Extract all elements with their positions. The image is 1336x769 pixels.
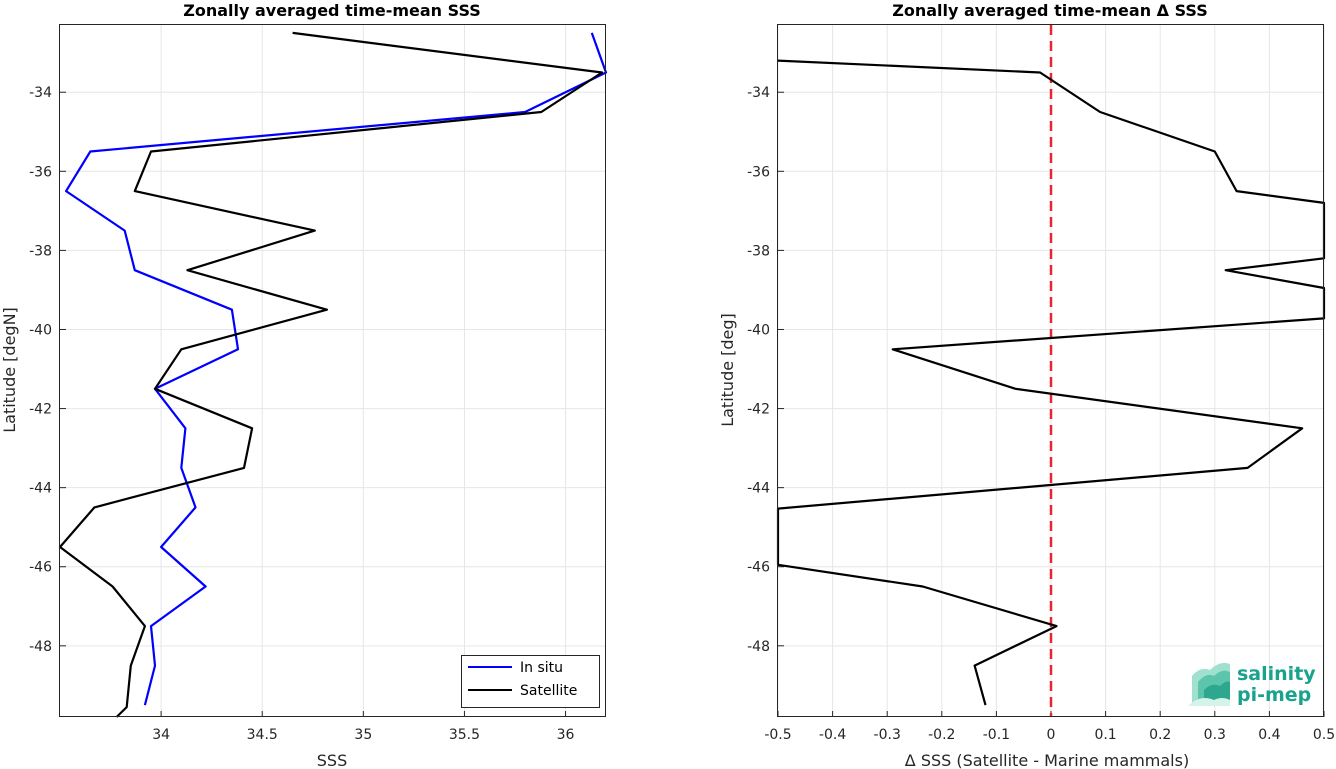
x-tick-label: 34.5 <box>247 727 278 743</box>
waves-icon <box>1188 662 1230 706</box>
x-tick-label: 0 <box>1047 727 1056 743</box>
x-tick-label: 0.5 <box>1313 727 1335 743</box>
left-chart-title: Zonally averaged time-mean SSS <box>183 1 481 20</box>
x-tick-label: 35 <box>354 727 372 743</box>
left-plot-frame <box>59 24 606 717</box>
right-chart-title: Zonally averaged time-mean Δ SSS <box>892 1 1208 20</box>
y-tick-label: -48 <box>747 639 770 655</box>
y-tick-label: -46 <box>747 560 770 576</box>
legend-label-in-situ: In situ <box>520 660 563 676</box>
series-line-satellite <box>58 31 604 718</box>
x-tick-label: 35.5 <box>449 727 480 743</box>
x-tick-label: -0.4 <box>819 727 846 743</box>
y-tick-label: -42 <box>29 402 52 418</box>
right-y-axis-label: Latitude [deg] <box>718 313 737 427</box>
y-tick-label: -44 <box>29 481 52 497</box>
y-tick-label: -36 <box>29 164 52 180</box>
left-x-ticks: 34 34.5 35 35.5 36 <box>152 711 575 743</box>
y-tick-label: -48 <box>29 639 52 655</box>
x-tick-label: -0.1 <box>983 727 1010 743</box>
logo-text-pi-mep: pi-mep <box>1237 684 1311 706</box>
left-y-ticks: -48 -46 -44 -42 -40 -38 -36 -34 <box>29 85 66 655</box>
y-tick-label: -38 <box>747 243 770 259</box>
right-series <box>776 59 1326 706</box>
y-tick-label: -44 <box>747 481 770 497</box>
right-x-axis-label: Δ SSS (Satellite - Marine mammals) <box>905 751 1189 769</box>
x-tick-label: 0.3 <box>1204 727 1226 743</box>
left-x-axis-label: SSS <box>317 751 347 769</box>
y-tick-label: -42 <box>747 402 770 418</box>
x-tick-label: 0.2 <box>1149 727 1171 743</box>
left-plot: Zonally averaged time-mean SSS 34 34.5 35 3… <box>0 1 608 769</box>
y-tick-label: -36 <box>747 164 770 180</box>
y-tick-label: -46 <box>29 560 52 576</box>
right-plot: Zonally averaged time-mean Δ SSS -0.5 -0.… <box>718 1 1335 769</box>
x-tick-label: -0.2 <box>928 727 955 743</box>
right-x-ticks: -0.5 -0.4 -0.3 -0.2 -0.1 0 0.1 0.2 0.3 0.4 0.5 <box>764 711 1335 743</box>
legend-label-satellite: Satellite <box>520 683 577 699</box>
x-tick-label: -0.3 <box>874 727 901 743</box>
x-tick-label: 36 <box>557 727 575 743</box>
x-tick-label: 0.4 <box>1258 727 1280 743</box>
x-tick-label: -0.5 <box>764 727 791 743</box>
series-line-delta-sss-0 <box>776 59 1326 706</box>
y-tick-label: -40 <box>29 322 52 338</box>
series-line-in-situ <box>64 32 608 706</box>
y-tick-label: -40 <box>747 322 770 338</box>
x-tick-label: 34 <box>152 727 170 743</box>
y-tick-label: -34 <box>747 85 770 101</box>
legend-box <box>461 655 600 708</box>
x-tick-label: 0.1 <box>1094 727 1116 743</box>
y-tick-label: -34 <box>29 85 52 101</box>
y-tick-label: -38 <box>29 243 52 259</box>
right-plot-frame <box>777 24 1324 717</box>
salinity-pi-mep-logo: salinity pi-mep <box>1188 662 1316 706</box>
left-y-axis-label: Latitude [degN] <box>0 307 19 433</box>
left-series <box>58 31 608 718</box>
right-y-ticks: -48 -46 -44 -42 -40 -38 -36 -34 <box>747 85 784 655</box>
legend: In situ Satellite <box>461 655 600 708</box>
logo-text-salinity: salinity <box>1237 663 1316 685</box>
